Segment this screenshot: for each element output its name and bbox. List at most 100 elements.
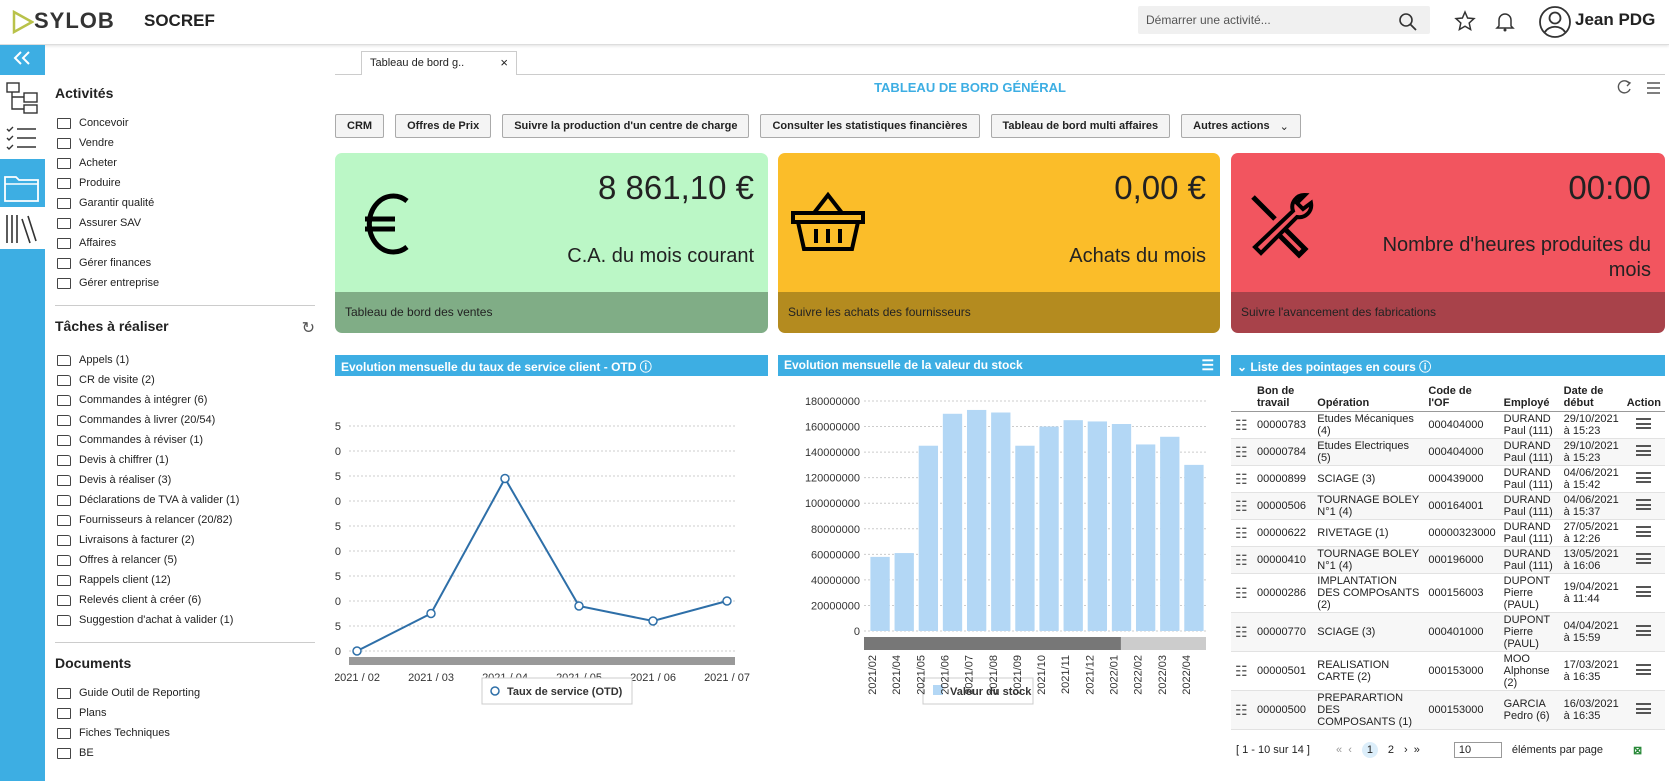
kpi-card[interactable]: 0,00 € Achats du mois Suivre les achats d… [778,153,1220,333]
item-label[interactable]: Vendre [79,137,114,149]
action-button[interactable]: CRM [335,114,385,138]
user-avatar[interactable] [1538,5,1572,39]
row-action[interactable] [1622,690,1665,730]
item-label[interactable]: Produire [79,177,121,189]
action-button[interactable]: Consulter les statistiques financières [760,114,980,138]
item-label[interactable]: Appels (1) [79,354,130,366]
item-label[interactable]: Commandes à livrer (20/54) [79,414,216,426]
search-box[interactable]: Démarrer une activité... [1138,6,1430,34]
item-label[interactable]: Relevés client à créer (6) [79,594,202,606]
tab-label[interactable]: Tableau de bord g.. [370,57,465,69]
table-row[interactable]: ☷ 00000899 SCIAGE (3) 000439000 DURAND Paul … [1231,465,1665,493]
kpi-footer[interactable]: Tableau de bord des ventes [335,292,768,333]
item-label[interactable]: Devis à chiffrer (1) [79,454,169,466]
item-label[interactable]: Concevoir [79,117,129,129]
row-action[interactable] [1622,438,1665,466]
tab-close[interactable]: × [500,55,508,70]
button-label[interactable]: CRM [347,120,373,132]
item-label[interactable]: Déclarations de TVA à valider (1) [79,494,240,506]
header-cell[interactable]: Code de l'OF [1424,383,1500,412]
action-button[interactable]: Autres actions ⌄ [1181,114,1301,138]
sidebar-item[interactable]: Assurer SAV [55,213,315,233]
sidebar-item[interactable]: Relevés client à créer (6) [55,590,315,610]
nav-item[interactable] [0,207,45,249]
page-link[interactable]: 1 [1361,742,1378,758]
kpi-footer[interactable]: Suivre les achats des fournisseurs [778,292,1220,333]
title-tools[interactable] [1615,78,1665,98]
sidebar-item[interactable]: Affaires [55,233,315,253]
item-label[interactable]: Fiches Techniques [79,727,170,739]
sidebar-item[interactable]: Concevoir [55,113,315,133]
sidebar-item[interactable]: Garantir qualité [55,193,315,213]
table-row[interactable]: ☷ 00000286 IMPLANTATION DES COMPOsANTS (2)… [1231,573,1665,613]
row-action[interactable] [1622,465,1665,493]
sidebar-item[interactable]: Appels (1) [55,350,315,370]
row-action[interactable] [1622,546,1665,574]
sidebar-item[interactable]: Rappels client (12) [55,570,315,590]
user-name[interactable]: Jean PDG [1575,10,1656,29]
item-label[interactable]: Plans [79,707,107,719]
table-row[interactable]: ☷ 00000622 RIVETAGE (1) 00000323000 DURAND P… [1231,519,1665,547]
refresh-icon[interactable]: ↻ [301,320,315,337]
table-row[interactable]: ☷ 00000770 SCIAGE (3) 000401000 DUPONT Pierr… [1231,612,1665,652]
sidebar-item[interactable]: Commandes à livrer (20/54) [55,410,315,430]
sidebar-item[interactable]: Gérer finances [55,253,315,273]
sidebar-item[interactable]: Vendre [55,133,315,153]
header-cell[interactable]: Bon de travail [1253,383,1314,412]
menu-icon[interactable] [1636,553,1652,564]
action-button[interactable]: Tableau de bord multi affaires [990,114,1171,138]
header-cell[interactable]: Action [1622,383,1665,412]
kpi-card[interactable]: 8 861,10 € C.A. du mois courant Tableau d… [335,153,768,333]
button-label[interactable]: Tableau de bord multi affaires [1002,120,1159,132]
item-label[interactable]: Offres à relancer (5) [79,554,178,566]
row-action[interactable] [1622,612,1665,652]
item-label[interactable]: Commandes à intégrer (6) [79,394,208,406]
table-row[interactable]: ☷ 00000783 Etudes Mécaniques (4) 000404000 D… [1231,411,1665,439]
row-action[interactable] [1622,519,1665,547]
sidebar-item[interactable]: Suggestion d'achat à valider (1) [55,610,315,630]
drag-handle[interactable]: ☷ [1231,411,1253,439]
sidebar-item[interactable]: Déclarations de TVA à valider (1) [55,490,315,510]
page-size[interactable]: 10 [1453,742,1502,758]
sidebar-item[interactable]: Plans [55,703,315,723]
page-link[interactable]: 2 [1387,744,1395,756]
header-cell[interactable]: Opération [1313,383,1425,412]
sidebar-item[interactable]: Devis à chiffrer (1) [55,450,315,470]
drag-handle[interactable]: ☷ [1231,546,1253,574]
menu-icon[interactable] [1636,526,1652,537]
menu-icon[interactable] [1636,664,1652,675]
sidebar-item[interactable]: Produire [55,173,315,193]
button-label[interactable]: Autres actions [1193,120,1270,132]
sidebar-item[interactable]: Gérer entreprise [55,273,315,293]
sidebar-item[interactable]: Guide Outil de Reporting [55,683,315,703]
button-label[interactable]: Consulter les statistiques financières [772,120,968,132]
item-label[interactable]: CR de visite (2) [79,374,155,386]
menu-icon[interactable] [1636,703,1652,714]
item-label[interactable]: Devis à réaliser (3) [79,474,172,486]
nav-item[interactable] [0,75,45,117]
table-row[interactable]: ☷ 00000784 Etudes Electriques (5) 000404000… [1231,438,1665,466]
notifications-icon[interactable] [1494,10,1516,32]
button-label[interactable]: Suivre la production d'un centre de char… [514,120,738,132]
menu-icon[interactable] [1636,445,1652,456]
item-label[interactable]: Suggestion d'achat à valider (1) [79,614,234,626]
item-label[interactable]: Livraisons à facturer (2) [79,534,195,546]
nav-item[interactable] [0,117,45,159]
header-cell[interactable]: Employé [1499,383,1560,412]
item-label[interactable]: Garantir qualité [79,197,155,209]
drag-handle[interactable]: ☷ [1231,519,1253,547]
drag-handle[interactable]: ☷ [1231,492,1253,520]
table-row[interactable]: ☷ 00000500 PREPARARTION DES COMPOSANTS (1)… [1231,690,1665,730]
collapse-icon[interactable] [12,50,32,66]
menu-icon[interactable] [1636,625,1652,636]
export-icon[interactable]: ⊠ [1633,744,1643,757]
item-label[interactable]: Gérer entreprise [79,277,160,289]
favorites-icon[interactable] [1454,10,1476,32]
item-label[interactable]: Guide Outil de Reporting [79,687,201,699]
drag-handle[interactable]: ☷ [1231,438,1253,466]
search-icon[interactable] [1398,12,1418,32]
menu-icon[interactable] [1636,499,1652,510]
sidebar-item[interactable]: BE [55,743,315,763]
sidebar-item[interactable]: Offres à relancer (5) [55,550,315,570]
sidebar-item[interactable]: CR de visite (2) [55,370,315,390]
